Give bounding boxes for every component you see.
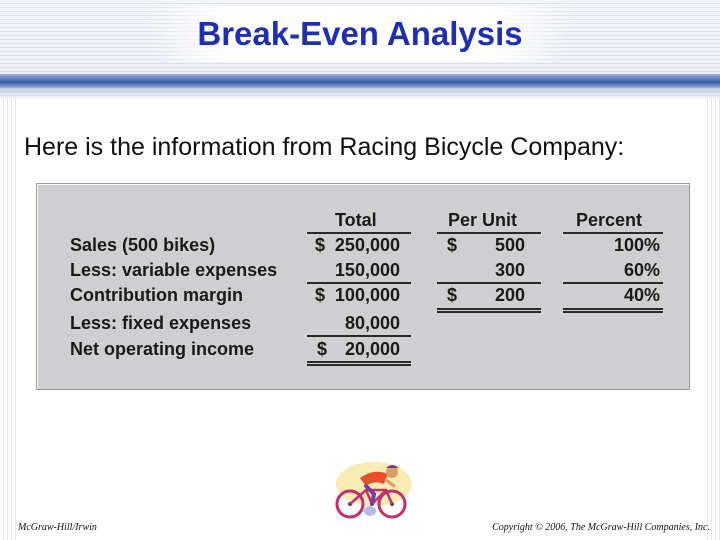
percent-value: 100%	[613, 235, 660, 255]
double-rule-percent-a	[563, 308, 663, 310]
side-stripes-right	[704, 98, 720, 540]
header-per-unit: Per Unit	[448, 210, 518, 230]
subtotal-rule-per-unit	[437, 282, 541, 284]
income-statement-panel: Total Per Unit Percent Sales (500 bikes)…	[36, 183, 690, 390]
subtotal-rule-percent	[563, 282, 663, 284]
row-label: Less: fixed expenses	[70, 313, 252, 333]
total-currency-sign: $	[315, 285, 326, 305]
header-rule-per-unit	[437, 232, 541, 234]
double-rule-net-b	[307, 364, 411, 366]
row-label: Net operating income	[70, 339, 255, 359]
total-value: 20,000	[344, 339, 400, 359]
side-stripes-left	[0, 98, 16, 540]
title-backdrop	[150, 6, 570, 62]
header-rule-total	[307, 232, 411, 234]
total-value: 100,000	[334, 285, 400, 305]
double-rule-per-unit-a	[437, 308, 541, 310]
percent-value: 40%	[623, 285, 660, 305]
row-label: Less: variable expenses	[70, 260, 278, 280]
cyclist-icon	[335, 462, 412, 519]
total-currency-sign: $	[315, 235, 326, 255]
per-unit-value: 500	[494, 235, 525, 255]
header-rule-shadow	[0, 88, 720, 96]
total-currency-sign: $	[317, 339, 328, 359]
row-label: Sales (500 bikes)	[70, 235, 216, 255]
per-unit-value: 200	[494, 285, 525, 305]
total-value: 150,000	[334, 260, 400, 280]
footer-publisher: McGraw-Hill/Irwin	[18, 522, 97, 533]
double-rule-net-a	[307, 361, 411, 363]
row-label: Contribution margin	[70, 285, 243, 305]
double-rule-percent-b	[563, 311, 663, 313]
total-value: 250,000	[334, 235, 400, 255]
slide-title: Break-Even Analysis	[197, 15, 523, 52]
unit-currency-sign: $	[447, 235, 458, 255]
per-unit-value: 300	[494, 260, 525, 280]
unit-currency-sign: $	[447, 285, 458, 305]
footer-copyright: Copyright © 2006, The McGraw-Hill Compan…	[492, 522, 710, 533]
intro-text: Here is the information from Racing Bicy…	[24, 133, 625, 161]
subtotal-rule-total	[307, 282, 411, 284]
total-value: 80,000	[344, 313, 400, 333]
double-rule-per-unit-b	[437, 311, 541, 313]
subtotal-rule-fixed	[307, 335, 411, 337]
header-rule	[0, 74, 720, 88]
percent-value: 60%	[623, 260, 660, 280]
header-percent: Percent	[576, 210, 643, 230]
header-total: Total	[335, 210, 377, 230]
header-rule-percent	[563, 232, 663, 234]
